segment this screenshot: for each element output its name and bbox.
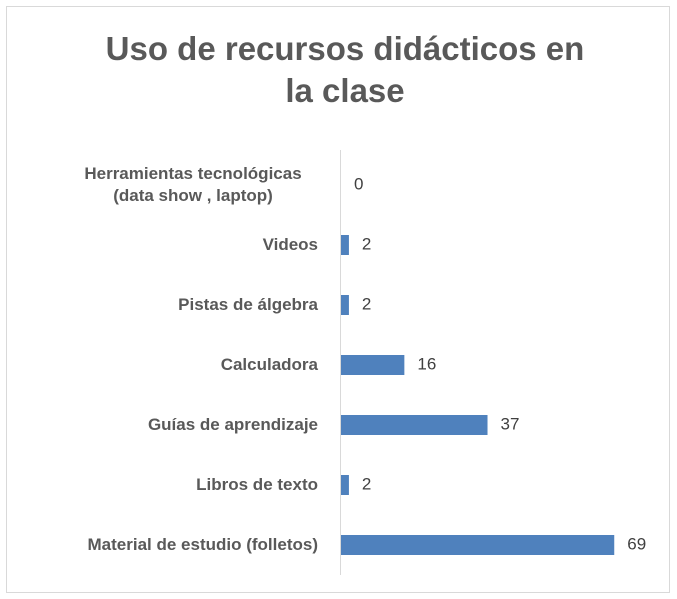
category-text: Guías de aprendizaje [147,415,318,434]
bar [341,475,349,495]
data-label: 16 [417,354,436,373]
category-label: Videos [263,234,318,256]
category-label: Material de estudio (folletos) [88,534,318,556]
category-label: Guías de aprendizaje [148,414,318,436]
bar [341,355,405,375]
bar [341,535,615,555]
chart-title: Uso de recursos didácticos en la clase [105,30,585,109]
category-text: Herramientas tecnológicas (data show , l… [84,164,302,205]
data-label: 69 [627,534,646,553]
category-text: Videos [262,235,318,254]
category-label: Herramientas tecnológicas (data show , l… [68,163,318,207]
data-label: 2 [362,234,371,253]
category-text: Libros de texto [196,475,318,494]
data-label: 2 [362,474,371,493]
data-label: 2 [362,294,371,313]
data-label: 37 [501,414,520,433]
bar [341,295,349,315]
category-text: Pistas de álgebra [178,295,318,314]
bar [341,235,349,255]
category-text: Material de estudio (folletos) [87,535,318,554]
category-label: Calculadora [221,354,318,376]
chart-frame [6,6,670,593]
category-text: Calculadora [220,355,318,374]
bar [341,415,488,435]
category-label: Libros de texto [196,474,318,496]
category-label: Pistas de álgebra [178,294,318,316]
data-label: 0 [354,174,363,193]
